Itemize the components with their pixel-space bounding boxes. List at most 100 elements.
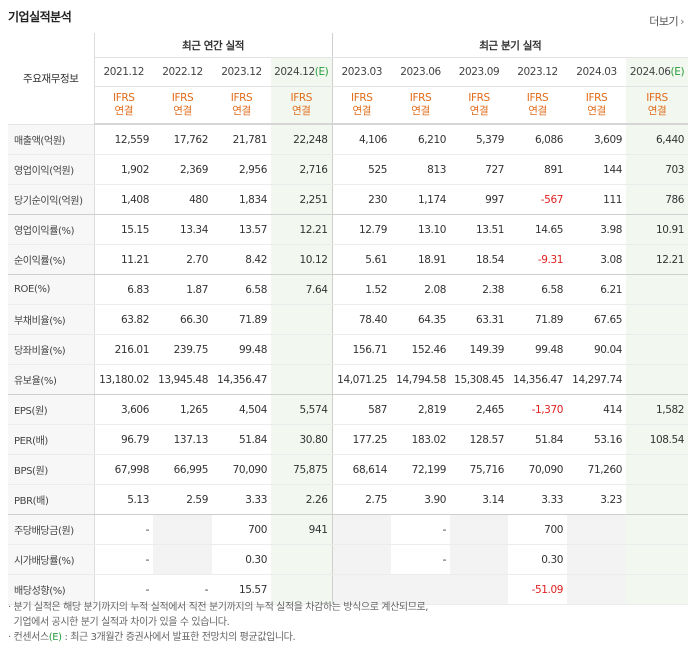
table-cell: 3.08 [567, 244, 627, 275]
table-cell: 13,945.48 [153, 364, 212, 395]
table-cell [271, 574, 333, 605]
table-cell [271, 304, 333, 335]
table-cell: 68,614 [331, 454, 392, 485]
period-label: 2022.12 [162, 66, 203, 78]
row-label: 부채비율(%) [8, 304, 95, 335]
table-cell: 17,762 [153, 124, 212, 155]
table-cell: - [391, 544, 451, 575]
table-cell: 183.02 [391, 424, 451, 455]
table-cell: 75,875 [271, 454, 333, 485]
table-cell: 70,090 [508, 454, 568, 485]
table-cell: 480 [153, 184, 212, 215]
table-row: PBR(배) 5.13 2.59 3.33 2.26 2.75 3.90 3.14 3.33 3.… [8, 484, 689, 515]
table-cell: 813 [391, 154, 451, 185]
ifrs-header: IFRS 연결 [212, 86, 271, 125]
ifrs-header: IFRS 연결 [626, 86, 689, 125]
table-cell [626, 544, 689, 575]
table-cell: 156.71 [331, 334, 392, 365]
table-cell [271, 544, 333, 575]
financial-table: 주요재무정보 최근 연간 실적 최근 분기 실적 2021.12 2022.12 2… [8, 33, 689, 605]
table-cell: 66.30 [153, 304, 212, 335]
period-label: 2023.12 [221, 66, 262, 78]
section-title: 기업실적분석 [8, 10, 72, 24]
table-cell: 2,465 [450, 394, 509, 425]
table-cell: 239.75 [153, 334, 212, 365]
consolidated-label: 연결 [528, 105, 547, 117]
table-cell: 51.84 [212, 424, 271, 455]
table-cell: 2,716 [271, 154, 333, 185]
table-cell: 6.58 [508, 274, 568, 305]
table-row: 시가배당률(%) -0.30-0.30 [8, 544, 689, 575]
table-cell: 14,794.58 [391, 364, 451, 395]
corner-header: 주요재무정보 [8, 33, 95, 125]
table-cell: 4,504 [212, 394, 271, 425]
table-row: 당좌비율(%) 216.01 239.75 99.48 156.71 152.46 149.… [8, 334, 689, 365]
period-label: 2024.06 [629, 66, 671, 78]
table-cell: 96.79 [94, 424, 153, 455]
table-cell: 71.89 [212, 304, 271, 335]
table-cell: 414 [567, 394, 627, 425]
table-cell: 3.90 [391, 484, 451, 515]
table-cell [153, 544, 212, 575]
table-cell: 2.75 [331, 484, 392, 515]
consolidated-label: 연결 [114, 105, 134, 117]
table-cell [153, 514, 212, 545]
ifrs-label: IFRS [585, 92, 608, 104]
table-cell: - [153, 574, 212, 605]
table-cell [331, 544, 392, 575]
table-cell: 230 [331, 184, 392, 215]
table-row: EPS(원) 3,606 1,265 4,504 5,574 587 2,819 2,465-… [8, 394, 689, 425]
table-cell: 12,559 [94, 124, 153, 155]
table-cell: 1,834 [212, 184, 271, 215]
ifrs-label: IFRS [230, 92, 253, 104]
table-cell [450, 514, 509, 545]
table-cell [567, 544, 627, 575]
table-cell: -9.31 [508, 244, 568, 275]
table-cell: 13.10 [391, 214, 451, 245]
row-label: 순이익률(%) [8, 244, 95, 275]
table-cell: - [94, 514, 153, 545]
table-cell [567, 574, 627, 605]
table-cell: 2.38 [450, 274, 509, 305]
table-cell: 3.14 [450, 484, 509, 515]
consolidated-label: 연결 [352, 105, 372, 117]
period-header: 2023.03 [331, 57, 392, 87]
row-label: 시가배당률(%) [8, 544, 95, 575]
footnote-consensus-tag: (E) [48, 632, 62, 643]
table-row: 당기순이익(억원) 1,408 480 1,834 2,251 230 1,174 997 -5… [8, 184, 689, 215]
more-label[interactable]: 더보기 [649, 15, 679, 28]
table-cell: 3.98 [567, 214, 627, 245]
consolidated-label: 연결 [232, 105, 251, 117]
period-header: 2023.06 [391, 57, 451, 87]
table-row: 배당성향(%) - -15.57 -51.09 [8, 574, 689, 605]
table-cell: 2.59 [153, 484, 212, 515]
footnote-consensus-text: : 최근 3개월간 증권사에서 발표한 전망치의 평균값입니다. [64, 632, 296, 643]
table-cell: 3.33 [212, 484, 271, 515]
table-cell: 144 [567, 154, 627, 185]
ifrs-header: IFRS 연결 [450, 86, 509, 125]
table-cell [391, 574, 451, 605]
table-cell: 78.40 [331, 304, 392, 335]
ifrs-header: IFRS 연결 [508, 86, 568, 125]
row-label: EPS(원) [8, 394, 95, 425]
table-cell: 15.57 [212, 574, 271, 605]
table-cell: - [94, 574, 153, 605]
table-cell: 99.48 [212, 334, 271, 365]
table-cell: 1,174 [391, 184, 451, 215]
period-header: 2022.12 [153, 57, 212, 87]
table-cell: 90.04 [567, 334, 627, 365]
row-label: 유보율(%) [8, 364, 95, 395]
ifrs-label: IFRS [171, 92, 194, 104]
table-cell: 786 [626, 184, 689, 215]
table-cell: 1.87 [153, 274, 212, 305]
ifrs-label: IFRS [290, 92, 313, 104]
table-cell: 216.01 [94, 334, 153, 365]
quarter-group-header: 최근 분기 실적 [331, 33, 689, 58]
table-cell: 72,199 [391, 454, 451, 485]
table-row: 주당배당금(원) -700 941-700 [8, 514, 689, 545]
table-cell: 149.39 [450, 334, 509, 365]
period-label: 2023.03 [341, 66, 383, 78]
more-link[interactable]: 더보기 › [649, 13, 684, 29]
table-cell: 15.15 [94, 214, 153, 245]
table-cell: 7.64 [271, 274, 333, 305]
